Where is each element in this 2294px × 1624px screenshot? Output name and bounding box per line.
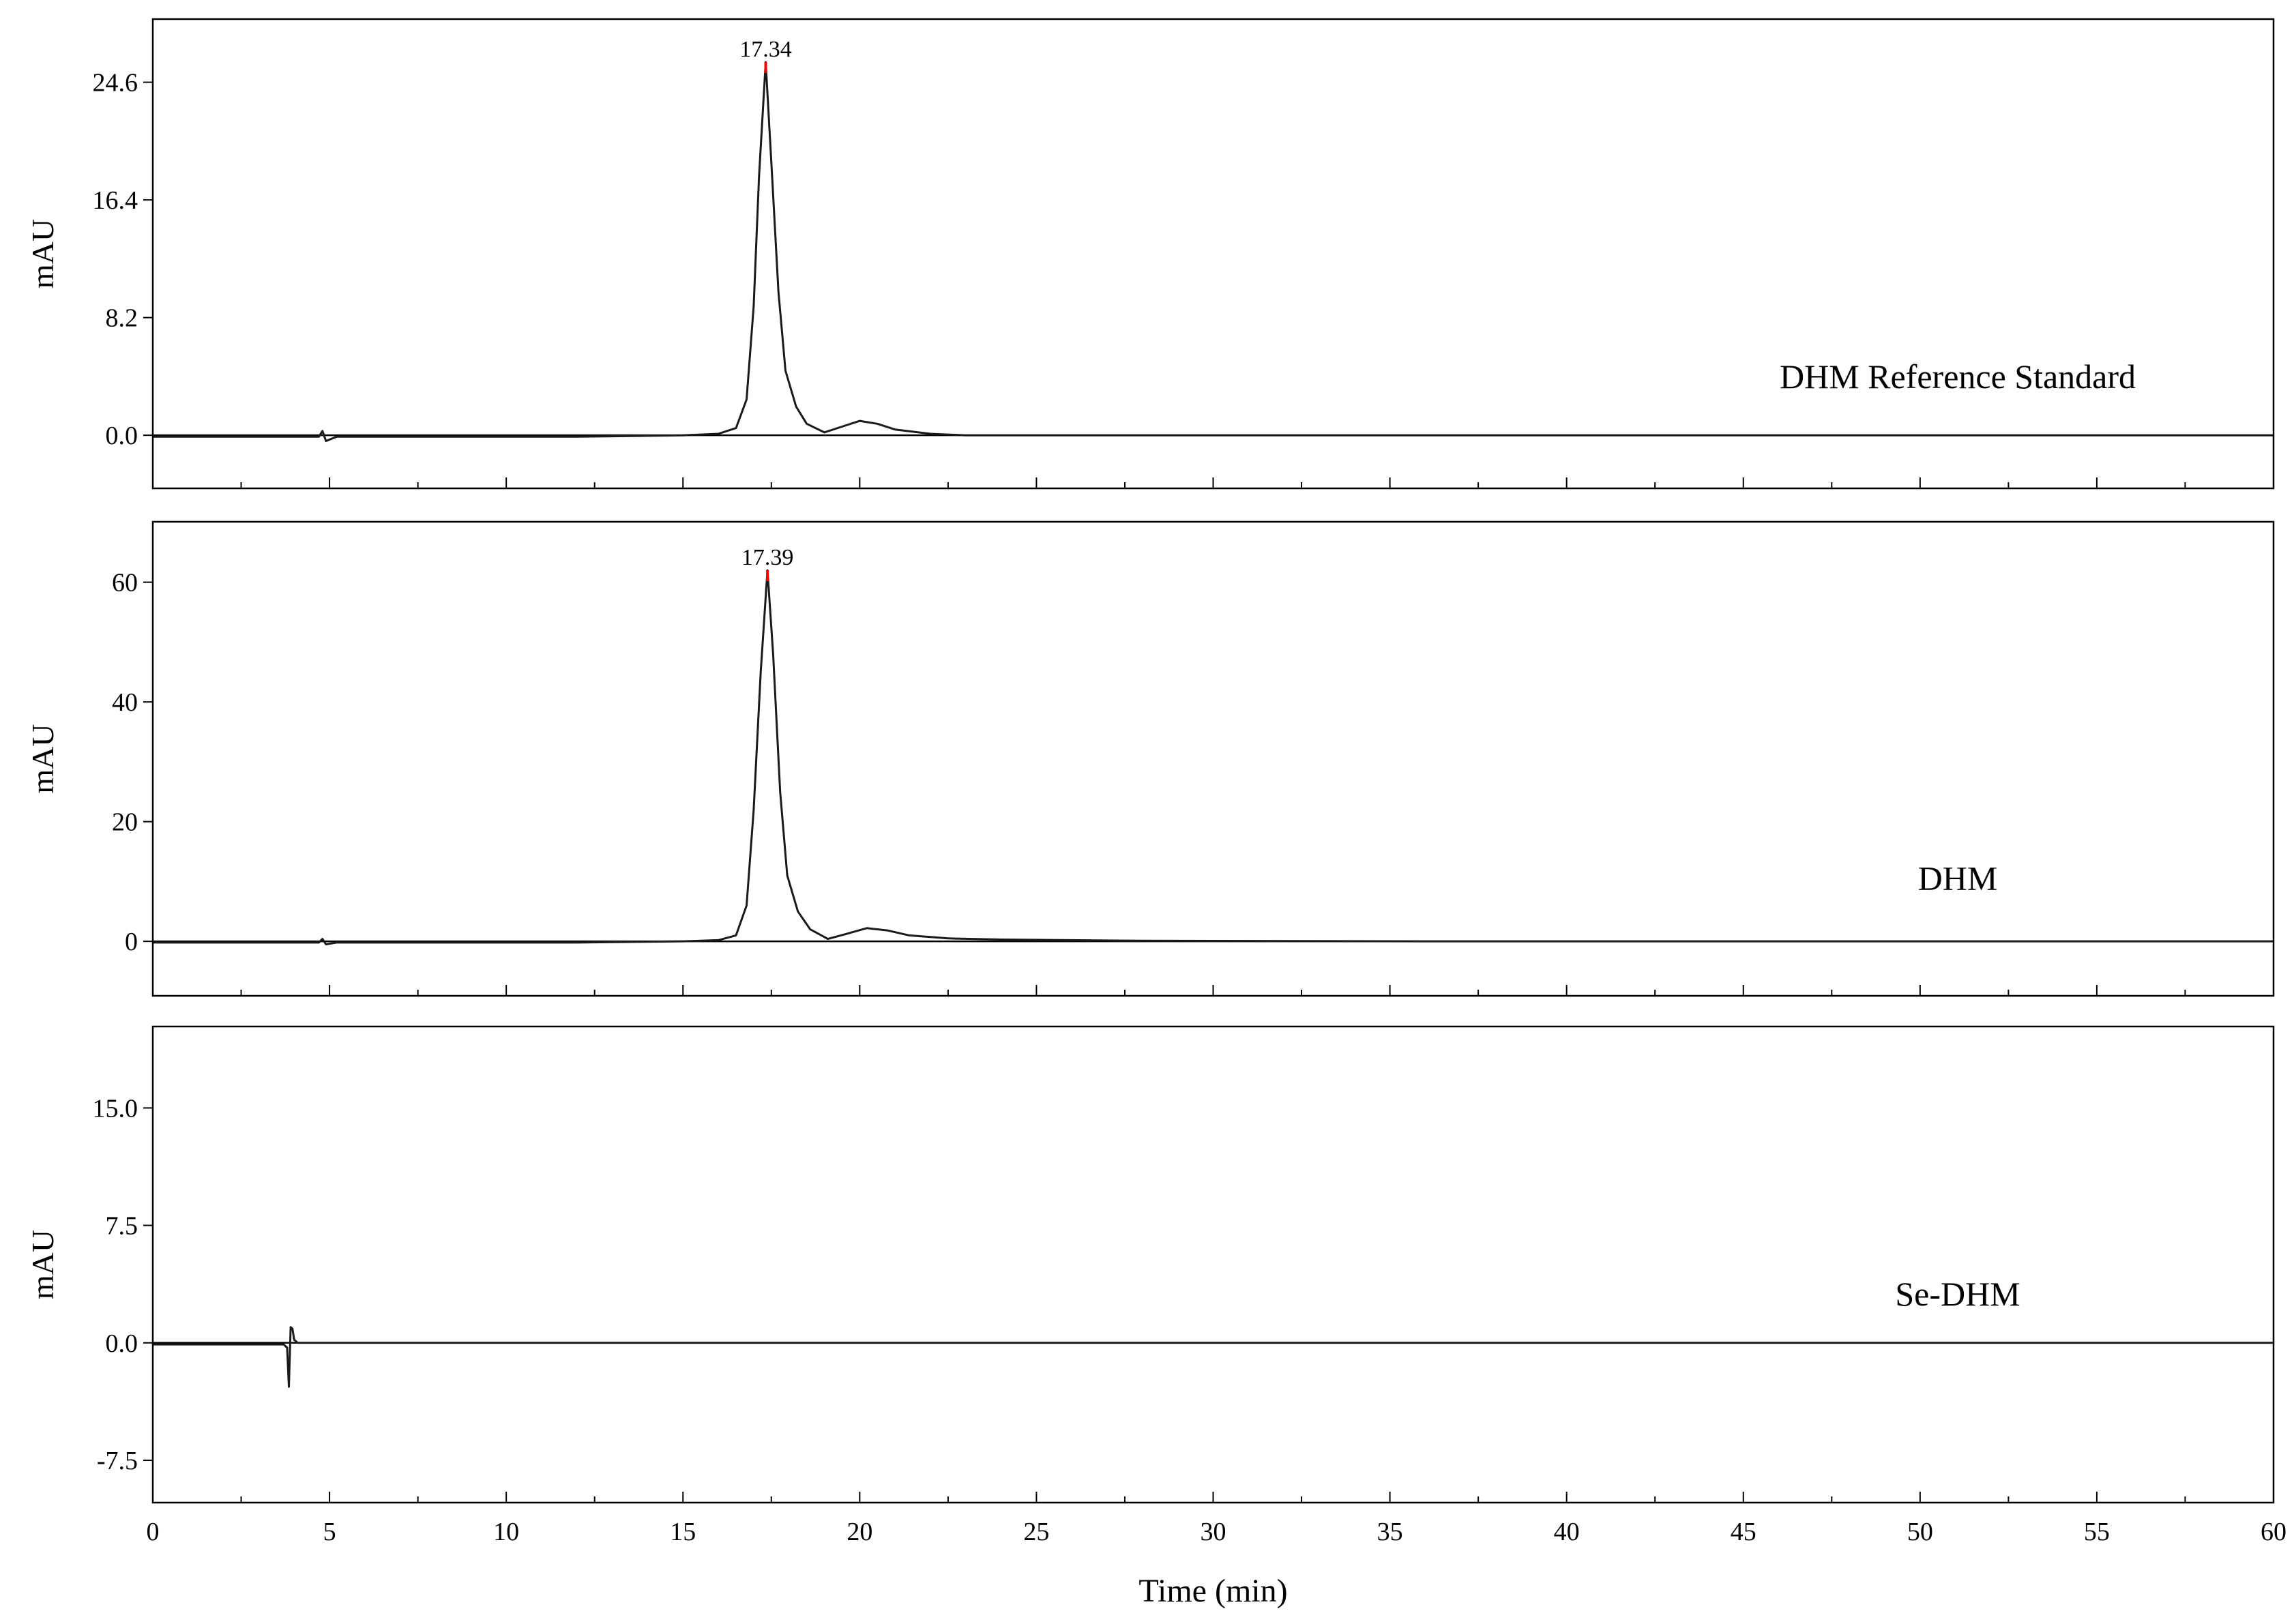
- plot-frame: [151, 520, 2275, 997]
- y-axis-label: mAU: [25, 724, 60, 793]
- x-tick-label: 35: [1377, 1518, 1403, 1546]
- y-tick-label: 0.0: [106, 422, 138, 450]
- y-tick-label: 20: [112, 808, 138, 837]
- x-tick-label: 50: [1907, 1518, 1933, 1546]
- y-tick-label: 40: [112, 688, 138, 717]
- x-tick-label: 0: [147, 1518, 160, 1546]
- y-axis-label: mAU: [25, 219, 60, 289]
- sample-label: DHM: [1918, 859, 1998, 897]
- x-tick-label: 5: [323, 1518, 336, 1546]
- x-tick-label: 30: [1201, 1518, 1226, 1546]
- y-tick-label: 60: [112, 569, 138, 597]
- y-axis-label: mAU: [25, 1230, 60, 1299]
- y-tick-label: -7.5: [97, 1447, 138, 1475]
- x-tick-label: 60: [2261, 1518, 2286, 1546]
- x-tick-label: 40: [1554, 1518, 1580, 1546]
- sample-label: DHM Reference Standard: [1780, 357, 2136, 396]
- y-tick-label: 15.0: [93, 1094, 138, 1123]
- y-tick-label: 0.0: [106, 1329, 138, 1358]
- x-tick-label: 45: [1731, 1518, 1756, 1546]
- plot-frame: [151, 1025, 2275, 1504]
- y-tick-label: 8.2: [106, 304, 138, 333]
- y-tick-label: 24.6: [93, 69, 138, 98]
- peak-label: 17.34: [739, 37, 792, 62]
- x-tick-label: 15: [670, 1518, 696, 1546]
- sample-label: Se-DHM: [1895, 1275, 2020, 1313]
- x-tick-label: 20: [847, 1518, 872, 1546]
- y-tick-label: 7.5: [106, 1212, 138, 1241]
- y-tick-label: 16.4: [93, 186, 138, 215]
- x-axis-label: Time (min): [1138, 1573, 1287, 1609]
- trace-line: [153, 569, 2274, 945]
- x-tick-label: 10: [493, 1518, 519, 1546]
- trace-line: [153, 1326, 2274, 1388]
- peak-label: 17.39: [741, 545, 794, 570]
- y-tick-label: 0: [125, 928, 138, 956]
- x-tick-label: 55: [2084, 1518, 2110, 1546]
- plot-frame: [151, 18, 2275, 490]
- trace-line: [153, 61, 2274, 443]
- x-tick-label: 25: [1023, 1518, 1049, 1546]
